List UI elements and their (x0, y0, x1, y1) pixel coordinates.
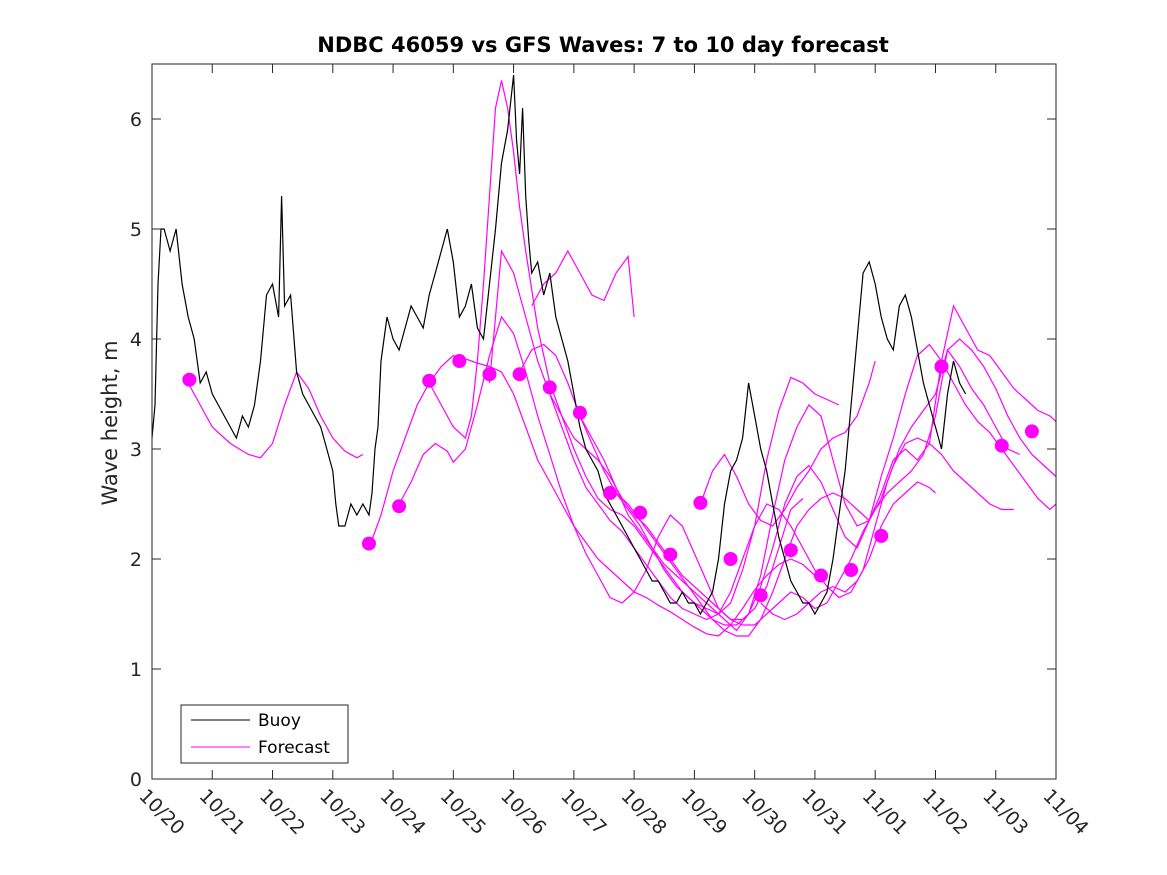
legend: Buoy Forecast (180, 704, 349, 764)
forecast-point (603, 486, 618, 500)
forecast-line-5 (519, 304, 1057, 637)
forecast-line-4 (488, 248, 1021, 621)
forecast-point (994, 438, 1009, 453)
plot-area (151, 74, 1057, 637)
y-tick-label: 0 (130, 769, 142, 791)
forecast-line-7 (579, 343, 1057, 626)
buoy-line (151, 74, 967, 616)
forecast-point (874, 528, 889, 543)
forecast-point (693, 495, 708, 510)
forecast-line-8 (615, 404, 1014, 632)
forecast-point (783, 543, 798, 558)
legend-buoy-label: Buoy (258, 711, 301, 731)
legend-box (180, 704, 349, 764)
y-tick-label: 5 (130, 219, 142, 241)
forecast-point (422, 373, 437, 388)
forecast-line-11 (760, 481, 936, 621)
forecast-point (572, 405, 587, 420)
forecast-line-10 (699, 360, 876, 527)
forecast-point (182, 372, 197, 387)
plot-frame (151, 63, 1057, 780)
legend-forecast-label: Forecast (258, 738, 330, 758)
forecast-point (633, 505, 648, 520)
forecast-point (723, 552, 738, 566)
forecast-point (482, 367, 497, 382)
forecast-line-0 (187, 370, 364, 459)
y-tick-label: 4 (130, 329, 142, 351)
forecast-line-9 (531, 249, 635, 318)
forecast-point (512, 367, 527, 382)
forecast-point (542, 380, 557, 395)
forecast-point (452, 354, 467, 368)
forecast-point (934, 359, 949, 374)
y-tick-label: 1 (130, 659, 142, 681)
y-tick-label: 6 (130, 109, 142, 131)
forecast-point (1024, 424, 1039, 439)
chart-title: NDBC 46059 vs GFS Waves: 7 to 10 day for… (317, 33, 888, 57)
forecast-point (663, 547, 678, 562)
forecast-point (813, 568, 828, 583)
y-tick-label: 2 (130, 549, 142, 571)
forecast-point (361, 536, 376, 551)
y-axis-label: Wave height, m (98, 340, 122, 505)
forecast-point (844, 563, 859, 577)
y-tick-label: 3 (130, 439, 142, 461)
forecast-line-3 (428, 80, 840, 615)
forecast-line-2 (398, 315, 804, 621)
forecast-point (753, 588, 768, 603)
forecast-line-1 (368, 354, 816, 637)
forecast-point (392, 499, 407, 514)
